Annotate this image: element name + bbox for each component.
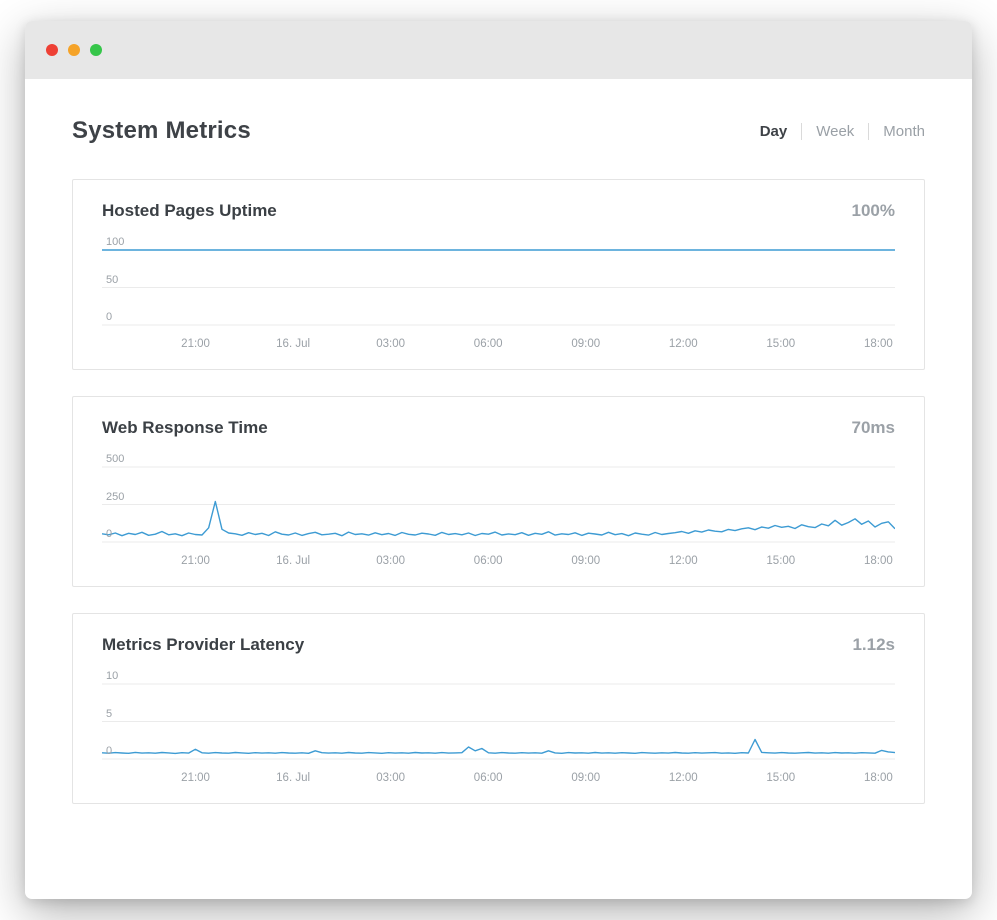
x-axis-tick: 09:00 [571,555,601,567]
card-current-value: 70ms [851,418,895,437]
x-axis-tick: 16. Jul [276,338,311,350]
latency-chart-canvas [102,669,895,765]
latency-chart: 0 5 10 [102,669,895,765]
response-time-chart-canvas [102,452,895,548]
y-axis-tick: 50 [106,273,119,286]
response-time-card: Web Response Time 70ms 0 250 500 21:00 16. … [72,396,925,587]
y-axis-tick: 5 [106,707,113,720]
page-title: System Metrics [72,117,251,144]
x-axis-tick: 21:00 [181,555,210,567]
x-axis-tick: 21:00 [181,338,210,350]
card-title: Hosted Pages Uptime [102,201,277,220]
x-axis-labels: 21:00 16. Jul 03:00 06:00 09:00 12:00 15:00 18:… [102,550,895,572]
response-time-chart: 0 250 500 [102,452,895,548]
x-axis-tick: 18:00 [863,555,893,567]
uptime-chart: 0 50 100 [102,235,895,331]
x-axis-tick: 18:00 [863,772,893,784]
latency-card: Metrics Provider Latency 1.12s 0 5 10 21:0… [72,613,925,804]
uptime-card: Hosted Pages Uptime 100% 0 50 100 21:00 16.… [72,179,925,370]
x-axis-tick: 15:00 [766,338,796,350]
x-axis-tick: 06:00 [473,772,503,784]
x-axis-labels: 21:00 16. Jul 03:00 06:00 09:00 12:00 15:00 18:… [102,767,895,789]
y-axis-tick: 250 [106,490,125,503]
close-button[interactable] [46,44,58,56]
x-axis-tick: 03:00 [376,338,406,350]
x-axis-tick: 12:00 [668,338,698,350]
card-header: Web Response Time 70ms [102,418,895,438]
tab-week[interactable]: Week [816,122,855,140]
x-axis-tick: 18:00 [863,338,893,350]
x-axis-labels: 21:00 16. Jul 03:00 06:00 09:00 12:00 15:00 18:… [102,333,895,355]
card-header: Metrics Provider Latency 1.12s [102,635,895,655]
x-axis-tick: 15:00 [766,772,796,784]
minimize-button[interactable] [68,44,80,56]
x-axis-tick: 12:00 [668,555,698,567]
y-axis-tick: 0 [106,311,113,323]
card-header: Hosted Pages Uptime 100% [102,201,895,221]
y-axis-tick: 0 [106,528,113,540]
card-title: Web Response Time [102,418,268,437]
x-axis-tick: 06:00 [473,555,503,567]
tab-separator [801,122,803,140]
x-axis-tick: 16. Jul [276,555,311,567]
card-current-value: 100% [851,201,895,220]
x-axis-tick: 09:00 [571,338,601,350]
y-axis-tick: 100 [106,236,125,248]
main-content: System Metrics Day Week Month Hosted Pag… [25,79,972,804]
time-range-tabs: Day Week Month [746,122,925,140]
window-titlebar [25,21,972,79]
x-axis-tick: 15:00 [766,555,796,567]
zoom-button[interactable] [90,44,102,56]
y-axis-tick: 10 [106,670,119,682]
x-axis-tick: 12:00 [668,772,698,784]
tab-month[interactable]: Month [883,122,925,140]
x-axis-tick: 03:00 [376,555,406,567]
x-axis-tick: 03:00 [376,772,406,784]
x-axis-tick: 06:00 [473,338,503,350]
card-title: Metrics Provider Latency [102,635,305,654]
x-axis-tick: 09:00 [571,772,601,784]
page-header: System Metrics Day Week Month [72,117,925,145]
card-current-value: 1.12s [852,635,895,654]
y-axis-tick: 0 [106,745,113,757]
x-axis-tick: 16. Jul [276,772,311,784]
tab-day[interactable]: Day [759,122,788,140]
app-window: System Metrics Day Week Month Hosted Pag… [25,21,972,899]
tab-separator [868,122,870,140]
x-axis-tick: 21:00 [181,772,210,784]
y-axis-tick: 500 [106,453,125,465]
uptime-chart-canvas [102,235,895,331]
